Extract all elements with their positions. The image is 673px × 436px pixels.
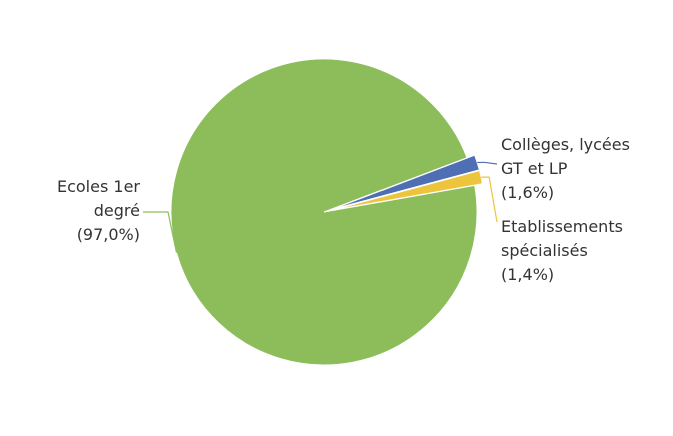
slice-label-etablissements-specialises: Etablissements spécialisés (1,4%) [501, 217, 623, 284]
pie-slice-colleges-lycees-gt-et-lp [331, 154, 480, 211]
leader-line-ecoles-1er-degre [143, 211, 178, 253]
pie-slice-ecoles-1er-degre [170, 58, 478, 366]
slice-label-line: Collèges, lycées [501, 135, 630, 154]
leader-line-etablissements-specialises [481, 176, 498, 223]
slice-label-line: GT et LP [501, 159, 568, 178]
slice-label-ecoles-1er-degre: Ecoles 1er degré (97,0%) [57, 177, 140, 244]
slice-label-line: spécialisés [501, 241, 588, 260]
slice-label-line: (97,0%) [77, 225, 140, 244]
slice-label-line: degré [94, 201, 140, 220]
leader-line-colleges-lycees-gt-et-lp [477, 161, 498, 165]
slice-label-line: Ecoles 1er [57, 177, 140, 196]
slice-label-colleges-lycees-gt-et-lp: Collèges, lycées GT et LP (1,6%) [501, 135, 630, 202]
slice-label-line: Etablissements [501, 217, 623, 236]
slice-label-line: (1,6%) [501, 183, 554, 202]
pie-slice-etablissements-specialises [331, 169, 484, 211]
slice-label-line: (1,4%) [501, 265, 554, 284]
